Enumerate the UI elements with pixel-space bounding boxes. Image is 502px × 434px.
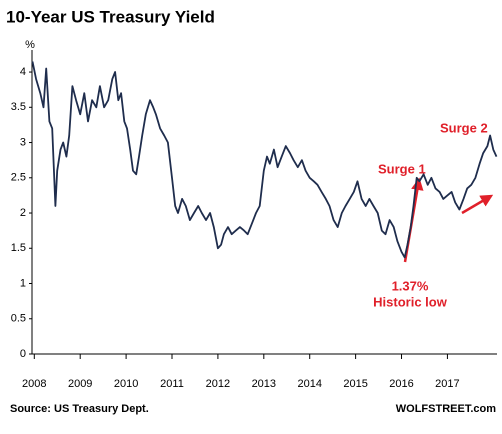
x-tick-label: 2009 xyxy=(68,378,92,390)
y-tick-label: 1.5 xyxy=(11,242,26,254)
y-tick-label: 0.5 xyxy=(11,313,26,325)
arrow xyxy=(461,194,494,215)
chart-title: 10-Year US Treasury Yield xyxy=(6,7,215,26)
x-tick-label: 2013 xyxy=(252,378,276,390)
annotation: Surge 2 xyxy=(440,120,488,135)
source: Source: US Treasury Dept. xyxy=(10,403,149,415)
x-tick-label: 2014 xyxy=(297,378,321,390)
x-tick-label: 2010 xyxy=(114,378,138,390)
annotation: Historic low xyxy=(373,294,448,309)
x-tick-label: 2015 xyxy=(343,378,367,390)
y-tick-label: 2.5 xyxy=(11,172,26,184)
y-tick-label: 3.5 xyxy=(11,101,26,113)
line xyxy=(31,61,498,259)
y-tick-label: 3 xyxy=(20,136,26,148)
x-tick-label: 2016 xyxy=(389,378,413,390)
y-axis-label: % xyxy=(25,39,35,51)
y-tick-label: 0 xyxy=(20,348,26,360)
x-tick-label: 2011 xyxy=(160,378,184,390)
y-tick-label: 4 xyxy=(20,66,26,78)
annotation: Surge 1 xyxy=(378,161,426,176)
x-tick-label: 2017 xyxy=(435,378,459,390)
y-tick-label: 1 xyxy=(20,277,26,289)
x-tick-label: 2012 xyxy=(206,378,230,390)
y-tick-label: 2 xyxy=(20,207,26,219)
annotation: 1.37% xyxy=(392,278,429,293)
credit: WOLFSTREET.com xyxy=(396,403,496,415)
x-tick-label: 2008 xyxy=(22,378,46,390)
